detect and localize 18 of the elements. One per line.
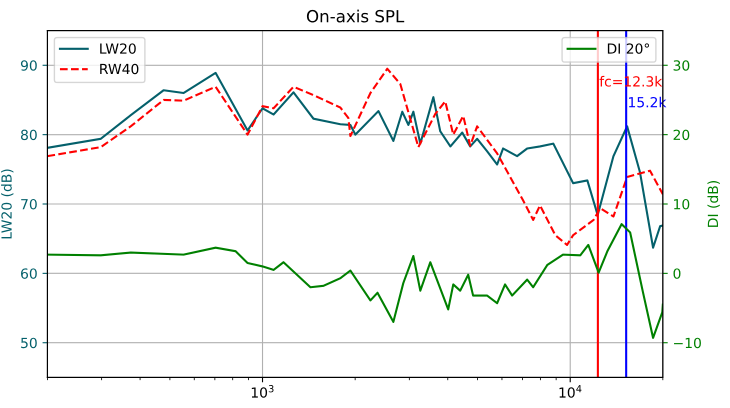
y-tick-label: 60 [21, 268, 37, 279]
y2-tick-label: 0 [673, 268, 680, 279]
y-tick-label: 80 [20, 130, 37, 140]
x-tick-label: 10$^{3}$ [252, 385, 274, 398]
y-tick-label: 70 [21, 198, 37, 210]
y2-tick-label: 10 [674, 198, 690, 210]
y-tick-label: 90 [20, 60, 37, 71]
legend-label: DI 20° [608, 43, 650, 54]
y2-tick-label: 30 [674, 60, 690, 71]
chart-title: On-axis SPL [306, 10, 404, 23]
legend-label: LW20 [100, 43, 136, 54]
y2-axis-title: DI (dB) [707, 181, 720, 227]
x-tick-label: 10$^{4}$ [560, 385, 582, 398]
legend-label: RW40 [100, 64, 138, 74]
y2-tick-label: 20 [674, 130, 690, 140]
y-axis-title: LW20 (dB) [1, 169, 14, 238]
y-tick-label: 50 [21, 338, 37, 348]
y2-tick-label: −10 [674, 338, 701, 348]
